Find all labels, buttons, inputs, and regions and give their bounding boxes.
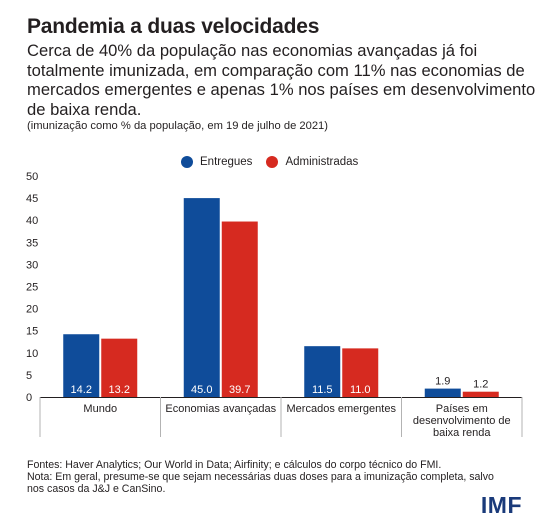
legend-label-administradas: Administradas bbox=[285, 156, 359, 168]
x-tick-label: baixa renda bbox=[433, 427, 491, 439]
bar-entregues bbox=[63, 334, 100, 397]
bar-administradas bbox=[221, 221, 258, 397]
x-tick-label: desenvolvimento de bbox=[413, 415, 511, 427]
legend: Entregues Administradas bbox=[181, 156, 372, 168]
bar-administradas bbox=[342, 348, 379, 397]
data-label: 45.0 bbox=[191, 384, 212, 396]
legend-label-entregues: Entregues bbox=[200, 156, 253, 168]
chart-title: Pandemia a duas velocidades bbox=[27, 15, 320, 38]
chart-subtitle: Cerca de 40% da população nas economias … bbox=[27, 41, 536, 119]
x-tick-label: Economias avançadas bbox=[165, 403, 276, 415]
data-label: 39.7 bbox=[229, 384, 250, 396]
bar-entregues bbox=[304, 346, 341, 397]
bar-administradas bbox=[462, 391, 499, 397]
imf-logo: IMF bbox=[480, 492, 522, 518]
legend-item-administradas: Administradas bbox=[266, 156, 358, 168]
data-label: 11.5 bbox=[312, 384, 333, 396]
y-tick-label: 20 bbox=[26, 304, 38, 316]
data-label: 14.2 bbox=[71, 384, 92, 396]
x-tick-label: Países em bbox=[436, 403, 488, 415]
data-label: 1.9 bbox=[435, 376, 450, 388]
y-tick-label: 10 bbox=[26, 348, 38, 360]
y-tick-label: 50 bbox=[26, 171, 38, 183]
y-tick-label: 25 bbox=[26, 282, 38, 294]
y-tick-label: 5 bbox=[26, 370, 32, 382]
footer-sources: Fontes: Haver Analytics; Our World in Da… bbox=[27, 459, 442, 471]
footer: Fontes: Haver Analytics; Our World in Da… bbox=[27, 459, 497, 495]
data-label: 13.2 bbox=[109, 384, 130, 396]
legend-swatch-entregues bbox=[181, 156, 193, 168]
y-tick-label: 40 bbox=[26, 215, 38, 227]
data-label: 11.0 bbox=[350, 384, 371, 396]
y-tick-label: 30 bbox=[26, 259, 38, 271]
legend-swatch-administradas bbox=[266, 156, 279, 168]
chart-note: (imunização como % da população, em 19 d… bbox=[27, 120, 329, 132]
bar-administradas bbox=[101, 338, 138, 397]
data-label: 1.2 bbox=[473, 379, 488, 391]
y-tick-label: 35 bbox=[26, 237, 38, 249]
bar-entregues bbox=[424, 388, 461, 397]
y-tick-label: 15 bbox=[26, 326, 38, 338]
y-tick-label: 45 bbox=[26, 193, 38, 205]
footer-note: Nota: Em geral, presume-se que sejam nec… bbox=[27, 471, 494, 495]
x-tick-label: Mercados emergentes bbox=[287, 403, 397, 415]
bar-entregues bbox=[183, 198, 220, 397]
x-tick-label: Mundo bbox=[83, 403, 117, 415]
y-tick-label: 0 bbox=[26, 392, 32, 404]
legend-item-entregues: Entregues bbox=[181, 156, 252, 168]
